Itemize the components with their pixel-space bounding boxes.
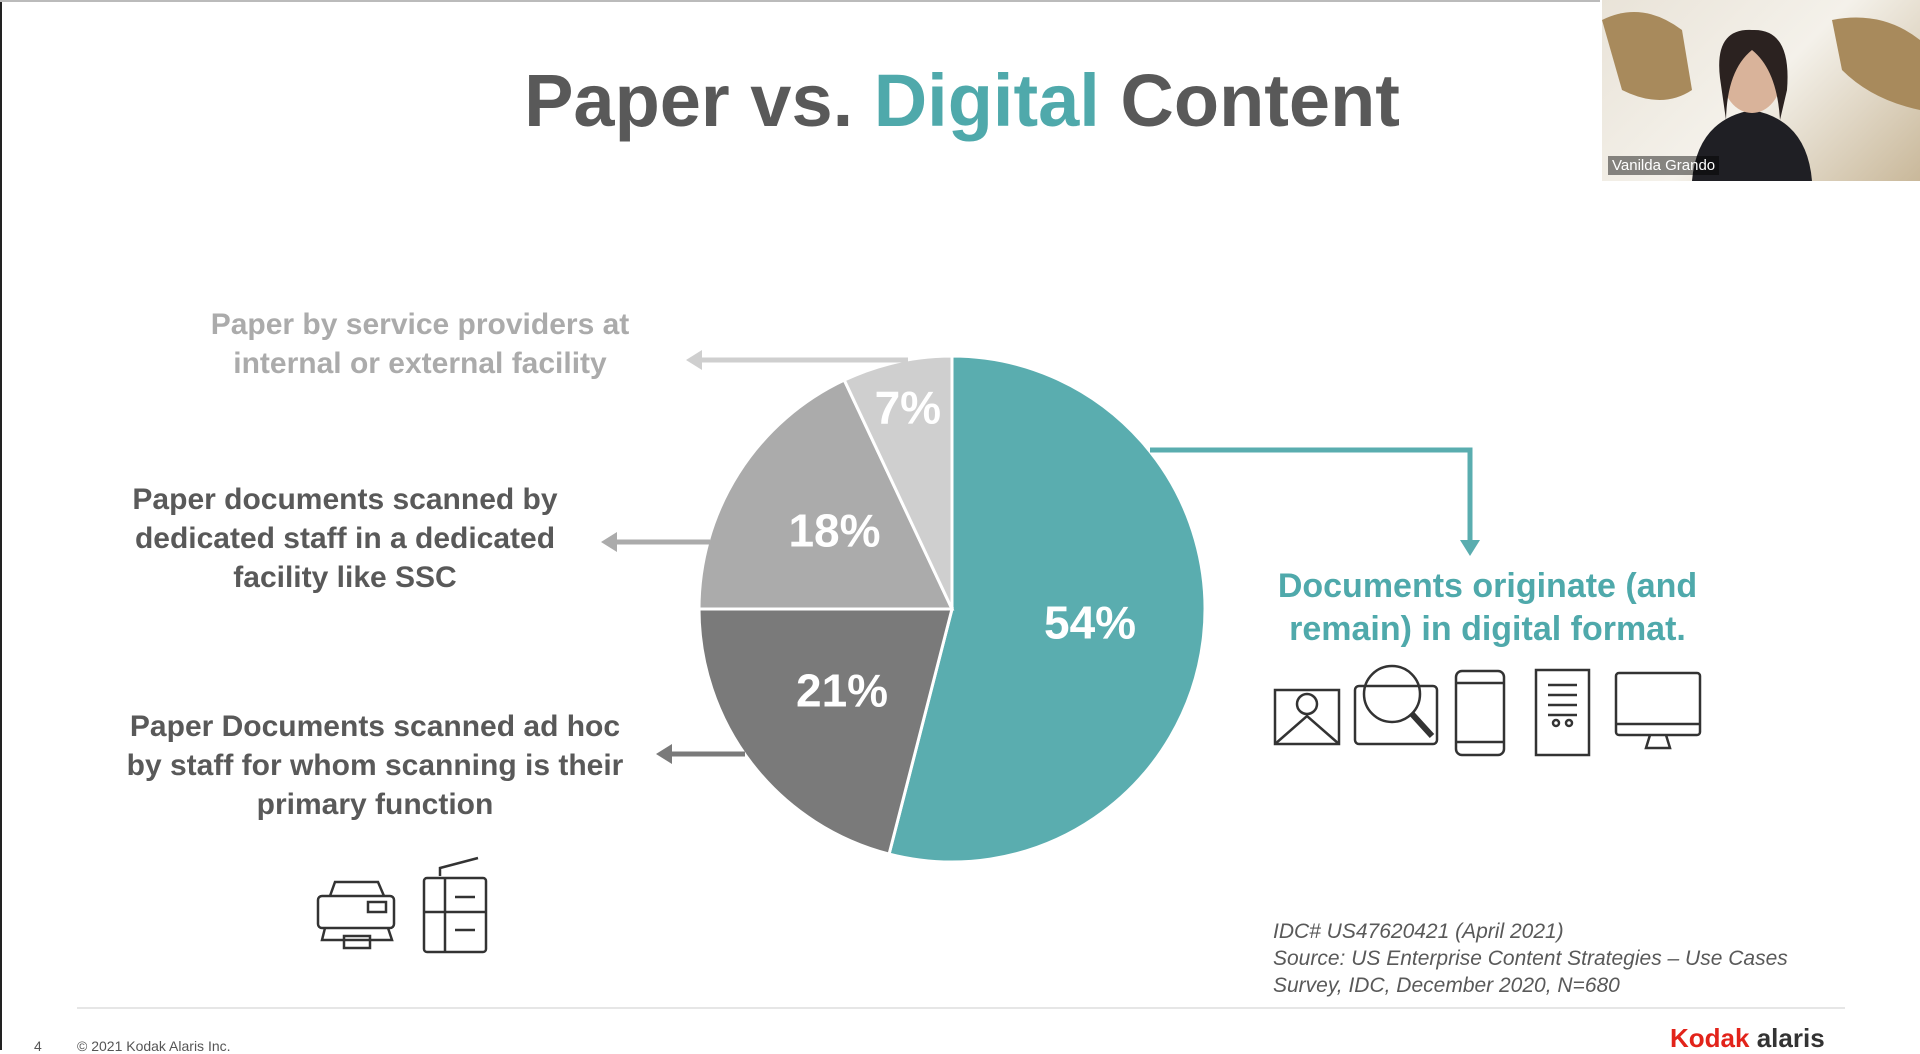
video-frame <box>1602 12 1920 181</box>
search-icon <box>1362 664 1422 724</box>
source-note: IDC# US47620421 (April 2021) <box>1273 920 1564 943</box>
logo: Kodak alaris <box>1670 1023 1825 1053</box>
source-note: Source: US Enterprise Content Strategies… <box>1273 947 1788 997</box>
mail-icon <box>1274 714 1340 745</box>
arrow-head <box>656 744 672 764</box>
logo-part: Kodak <box>1670 1023 1750 1053</box>
monitor-icon <box>1614 671 1702 737</box>
value-label: 21% <box>796 664 888 716</box>
monitor-icon <box>1644 734 1672 750</box>
pie-slice <box>697 607 954 856</box>
title-part: Paper vs. <box>524 59 854 142</box>
value-label: 7% <box>875 382 941 434</box>
search-icon <box>1409 711 1435 739</box>
person <box>1719 29 1788 120</box>
scanner-icon <box>316 894 396 930</box>
scanner-icon <box>320 927 394 942</box>
arrows <box>601 350 1480 764</box>
scanner-icon <box>328 880 386 897</box>
arrow-head <box>601 532 617 552</box>
value-label: 54% <box>1044 597 1136 649</box>
copier-icon <box>422 876 488 954</box>
copyright: © 2021 Kodak Alaris Inc. <box>77 1038 231 1054</box>
search-icon <box>1353 684 1439 746</box>
category-label: Paper documents scanned by dedicated sta… <box>132 483 558 594</box>
scanner-icon <box>366 900 388 914</box>
arrow <box>1150 447 1473 545</box>
scanner-icon <box>342 934 372 950</box>
title-part: Content <box>1120 59 1400 142</box>
category-label: Documents originate (and remain) in digi… <box>1277 567 1698 648</box>
arrow-head <box>1460 540 1480 556</box>
phone-icon <box>1454 669 1506 757</box>
copier-icon <box>438 856 479 876</box>
digital-icons <box>1273 664 1702 757</box>
pie-slice <box>697 378 955 611</box>
server-icon <box>1551 718 1561 728</box>
person <box>1692 110 1812 181</box>
category-label: Paper by service providers at internal o… <box>210 308 630 380</box>
slide-title: Paper vs. Digital Content <box>0 58 1920 143</box>
server-icon <box>1564 718 1574 728</box>
map-shape <box>1832 17 1920 110</box>
logo-part: alaris <box>1756 1023 1825 1053</box>
title-part: Digital <box>873 59 1100 142</box>
mail-icon <box>1295 692 1319 716</box>
participant-name: Vanilda Grando <box>1608 156 1720 175</box>
category-label: Paper Documents scanned ad hoc by staff … <box>126 710 624 821</box>
video-tile: Vanilda Grando <box>1602 0 1920 181</box>
pie: 54% 21% 18% 7% <box>697 354 1207 864</box>
map-shape <box>1602 12 1692 100</box>
paper-icons <box>316 856 488 954</box>
pie-slice <box>887 354 1207 864</box>
mail-icon <box>1273 688 1341 746</box>
arrow-head <box>686 350 702 370</box>
page-number: 4 <box>34 1038 42 1054</box>
server-icon <box>1534 668 1591 757</box>
value-label: 18% <box>788 505 880 557</box>
